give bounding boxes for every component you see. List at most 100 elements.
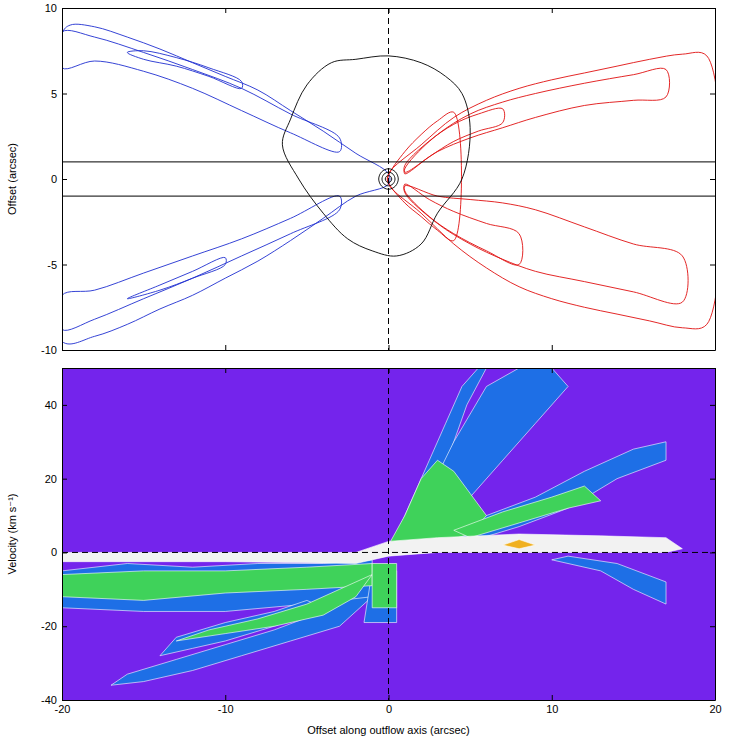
y-axis-tick-label: -5 — [47, 259, 57, 271]
x-axis-top — [63, 368, 716, 373]
x-axis-tick-label: -10 — [218, 703, 234, 715]
y-axis-right-line — [715, 9, 716, 351]
y-axis-tick-label: 5 — [51, 88, 57, 100]
marks — [62, 8, 715, 350]
y-axis-right-tick-mark — [710, 265, 715, 266]
x-axis-line — [63, 700, 716, 701]
y-axis-tick: 0 — [51, 173, 67, 185]
contour — [127, 51, 242, 89]
y-axis-right-tick — [710, 179, 715, 180]
y-axis-tick-mark — [62, 179, 67, 180]
y-axis-tick: 10 — [45, 2, 67, 14]
x-axis-top-tick — [225, 368, 226, 373]
x-axis-top-tick-mark — [389, 8, 390, 13]
x-axis-tick — [225, 345, 226, 350]
y-axis-right-tick — [710, 265, 715, 266]
panel: -20-1001020-40-2002040Velocity (km s⁻¹)O… — [6, 368, 722, 736]
x-axis-tick-mark — [552, 345, 553, 350]
x-axis-top-tick — [552, 8, 553, 13]
y-axis-right — [710, 369, 716, 701]
y-axis-tick: -20 — [41, 620, 67, 632]
x-axis-tick-mark — [225, 345, 226, 350]
x-axis-tick: 0 — [386, 695, 392, 715]
y-axis-tick-mark — [62, 8, 67, 9]
y-axis-tick-mark — [62, 350, 67, 351]
panel: -10 -5 0 5 10 Offset (arcsec) — [6, 2, 722, 356]
y-axis-tick: 0 — [51, 546, 67, 558]
plot-background — [62, 368, 715, 700]
emission-area — [454, 486, 601, 538]
y-axis-tick-label: 10 — [45, 2, 57, 14]
contour — [404, 68, 670, 172]
y-axis-tick-mark — [62, 265, 67, 266]
reference-line — [388, 368, 389, 700]
reference-line — [62, 552, 715, 553]
emission-area — [437, 442, 666, 542]
marks — [62, 368, 715, 700]
contour — [62, 196, 342, 331]
contour — [282, 56, 470, 256]
figure: -10-50510Offset (arcsec)-20-1001020-40-2… — [0, 0, 740, 749]
x-axis-tick-label: 20 — [709, 703, 721, 715]
emission-area — [372, 564, 396, 608]
y-axis-right-tick-mark — [710, 552, 715, 553]
y-axis-right-tick-mark — [710, 405, 715, 406]
y-axis-right-tick-mark — [710, 626, 715, 627]
x-axis-tick-mark — [389, 345, 390, 350]
contour — [387, 52, 715, 329]
x-axis-top-tick-mark — [389, 368, 390, 373]
y-axis-tick: 40 — [45, 399, 67, 411]
y-axis-right-tick-mark — [710, 94, 715, 95]
y-axis-tick: -5 — [47, 259, 67, 271]
y-axis-tick: 20 — [45, 473, 67, 485]
contour — [404, 185, 688, 303]
x-axis-tick-mark — [225, 695, 226, 700]
y-axis-tick: -10 — [41, 344, 67, 356]
y-axis-tick-mark — [62, 405, 67, 406]
x-axis-tick: 10 — [546, 695, 558, 715]
y-axis: -40 -20 0 20 40 — [41, 369, 67, 707]
y-axis-right-tick-mark — [710, 479, 715, 480]
y-axis-right-tick-mark — [710, 700, 715, 701]
y-axis-right-tick — [710, 405, 715, 406]
y-axis-tick-mark — [62, 700, 67, 701]
y-axis-title: Velocity (km s⁻¹) — [6, 494, 18, 575]
reference-line — [62, 161, 715, 162]
x-axis-tick-mark — [552, 695, 553, 700]
x-axis-top-tick — [389, 368, 390, 373]
contour — [62, 30, 342, 152]
emission-area — [62, 564, 372, 601]
y-axis-title: Offset (arcsec) — [6, 143, 18, 215]
emission-area — [62, 534, 682, 564]
reference-line — [388, 8, 389, 350]
y-axis-tick-label: -40 — [41, 694, 57, 706]
x-axis-tick — [552, 345, 553, 350]
y-axis-tick-mark — [62, 94, 67, 95]
x-axis-tick — [389, 345, 390, 350]
x-axis — [63, 345, 716, 351]
y-axis-tick-label: 20 — [45, 473, 57, 485]
y-axis-right-tick — [710, 479, 715, 480]
emission-area — [552, 556, 666, 604]
y-axis-tick: -40 — [41, 694, 67, 706]
reference-line — [62, 196, 715, 197]
y-axis-right — [710, 9, 716, 351]
contour — [62, 24, 390, 344]
x-axis-top-tick-mark — [225, 8, 226, 13]
x-axis-top-tick-mark — [552, 8, 553, 13]
y-axis-line — [62, 369, 63, 701]
y-axis-tick-mark — [62, 552, 67, 553]
contour — [127, 257, 226, 298]
contour — [404, 108, 505, 174]
x-axis-tick-label: 10 — [546, 703, 558, 715]
x-axis-tick: -10 — [218, 695, 234, 715]
emission-area — [176, 575, 372, 641]
y-axis-right-tick-mark — [710, 8, 715, 9]
x-axis-tick-mark — [389, 695, 390, 700]
y-axis-tick-label: -10 — [41, 344, 57, 356]
y-axis-tick-label: 0 — [51, 546, 57, 558]
x-axis-top-tick — [225, 8, 226, 13]
y-axis-tick-label: 40 — [45, 399, 57, 411]
y-axis-right-tick — [710, 552, 715, 553]
y-axis-tick-mark — [62, 626, 67, 627]
